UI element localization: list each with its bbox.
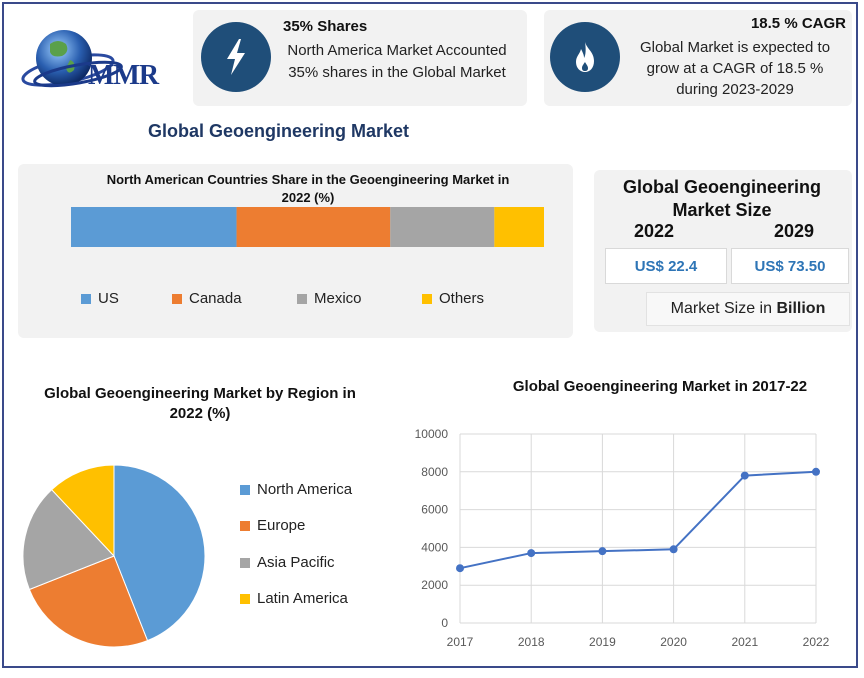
x-tick-label: 2019: [589, 635, 616, 649]
logo-text: MMR: [88, 60, 159, 91]
year-2029: 2029: [774, 221, 815, 241]
year-2022: 2022: [634, 221, 675, 241]
shares-line1: North America Market Accounted: [287, 42, 507, 59]
y-tick-label: 4000: [421, 540, 448, 554]
bar-segment-us: [71, 207, 237, 247]
lightning-icon: [201, 22, 271, 92]
cagr-line1: Global Market is expected to: [639, 39, 831, 56]
legend-asia-pacific: Asia Pacific: [240, 554, 335, 571]
market-size-title-2: Market Size: [672, 200, 772, 220]
data-point-2022: [812, 467, 820, 476]
series-line: [459, 470, 817, 570]
main-title: Global Geoengineering Market: [148, 121, 410, 141]
shares-title: 35% Shares: [283, 18, 368, 35]
cagr-title: 18.5 % CAGR: [750, 15, 846, 32]
country-share-panel: North American Countries Share in the Ge…: [18, 164, 573, 338]
shares-card: 35% Shares North America Market Accounte…: [193, 10, 527, 106]
data-point-2017: [456, 564, 464, 573]
pie-slice-north-america: [113, 464, 206, 642]
pie-title-line1: Global Geoengineering Market by Region i…: [44, 385, 356, 402]
market-line-chart: 0 2000 4000 6000 8000 10000 2017 2018 2019 2020 20…: [415, 427, 830, 649]
legend-europe: Europe: [240, 517, 305, 534]
pie-title-line2: 2022 (%): [169, 405, 231, 422]
value-2022: US$ 22.4: [605, 248, 727, 284]
market-size-panel: Global Geoengineering Market Size 2022 2…: [594, 170, 852, 332]
legend-others: Others: [422, 290, 484, 307]
y-tick-label: 2000: [421, 578, 448, 592]
data-point-2021: [740, 471, 749, 480]
legend-north-america: North America: [240, 481, 352, 498]
x-tick-label: 2020: [660, 635, 687, 649]
globe-icon: [21, 30, 123, 88]
unit-label: Market Size in Billion: [646, 292, 850, 326]
market-size-title-1: Global Geoengineering: [622, 177, 822, 197]
data-point-2019: [598, 547, 607, 556]
legend-mexico: Mexico: [297, 290, 362, 307]
bar-chart-title-line2: 2022 (%): [281, 190, 335, 205]
shares-line2: 35% shares in the Global Market: [288, 64, 506, 81]
legend-latin-america: Latin America: [240, 590, 348, 607]
x-tick-label: 2021: [731, 635, 758, 649]
y-tick-label: 10000: [415, 427, 449, 441]
y-tick-label: 8000: [421, 465, 448, 479]
legend-canada: Canada: [172, 290, 242, 307]
outer-frame: [2, 2, 858, 668]
flame-icon: [550, 22, 620, 92]
y-tick-label: 0: [441, 616, 448, 630]
data-point-2018: [527, 549, 536, 558]
bar-segment-mexico: [390, 207, 495, 247]
x-tick-label: 2018: [518, 635, 545, 649]
region-pie-chart: [22, 464, 206, 648]
bar-segment-others: [494, 207, 544, 247]
mmr-logo: MMR: [18, 22, 183, 102]
cagr-card: 18.5 % CAGR Global Market is expected to…: [544, 10, 852, 106]
pie-slice-asia-pacific: [22, 488, 115, 591]
y-tick-label: 6000: [421, 503, 448, 517]
x-tick-label: 2017: [447, 635, 474, 649]
bar-chart-title-line1: North American Countries Share in the Ge…: [106, 172, 510, 187]
x-tick-label: 2022: [803, 635, 830, 649]
data-point-2020: [669, 545, 678, 554]
cagr-line2: grow at a CAGR of 18.5 %: [646, 60, 824, 77]
cagr-line3: during 2023-2029: [676, 81, 794, 98]
value-2029: US$ 73.50: [731, 248, 849, 284]
pie-slice-latin-america: [50, 464, 115, 558]
stacked-bar-chart: [71, 207, 544, 247]
line-chart-title: Global Geoengineering Market in 2017-22: [512, 378, 808, 395]
bar-segment-canada: [236, 207, 391, 247]
pie-slice-europe: [28, 555, 149, 648]
legend-us: US: [81, 290, 119, 307]
